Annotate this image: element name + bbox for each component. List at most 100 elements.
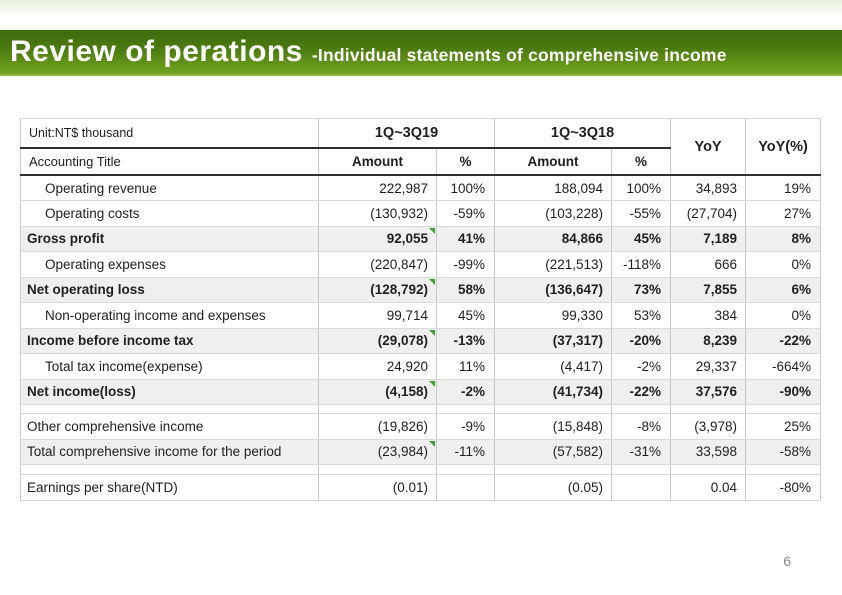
- spacer-cell: [745, 464, 822, 475]
- yoy-value: 37,576: [670, 378, 747, 405]
- pct-1q3q19: 45%: [435, 302, 496, 329]
- pct-1q3q18: 73%: [611, 276, 672, 303]
- yoy-pct-value: -80%: [745, 474, 822, 501]
- yoy-pct-header: YoY(%): [745, 118, 822, 176]
- pct-header-1q3q19: %: [435, 147, 496, 176]
- pct-1q3q19: 58%: [435, 276, 496, 303]
- amount-1q3q18: (221,513): [494, 251, 613, 278]
- table-row: Other comprehensive income (19,826) -9% (15…: [20, 413, 822, 440]
- amount-1q3q19: (29,078): [318, 327, 437, 354]
- table-row: Earnings per share(NTD) (0.01) (0.05) 0.04-…: [20, 474, 822, 501]
- yoy-pct-value: -664%: [745, 353, 822, 380]
- pct-1q3q19: -99%: [435, 251, 496, 278]
- pct-1q3q19: -2%: [435, 378, 496, 405]
- yoy-pct-value: 19%: [745, 174, 822, 201]
- pct-1q3q18: 100%: [611, 174, 672, 201]
- spacer-cell: [20, 464, 319, 475]
- pct-1q3q18: -31%: [611, 438, 672, 465]
- spacer-cell: [494, 464, 613, 475]
- amount-header-1q3q19: Amount: [318, 147, 437, 176]
- amount-1q3q19: (220,847): [318, 251, 437, 278]
- yoy-value: 666: [670, 251, 747, 278]
- row-label: Non-operating income and expenses: [20, 302, 319, 329]
- row-label: Total comprehensive income for the perio…: [20, 438, 319, 465]
- page-number: 6: [783, 553, 791, 569]
- table-body: Operating revenue 222,987 100% 188,094 100% 3…: [20, 174, 822, 501]
- pct-1q3q18: -22%: [611, 378, 672, 405]
- amount-1q3q19: (128,792): [318, 276, 437, 303]
- spacer-cell: [494, 404, 613, 414]
- amount-1q3q19: (0.01): [318, 474, 437, 501]
- amount-1q3q18: (37,317): [494, 327, 613, 354]
- spacer-cell: [435, 464, 496, 475]
- spacer-cell: [745, 404, 822, 414]
- spacer-cell: [670, 404, 747, 414]
- header-row-periods: Unit:NT$ thousand 1Q~3Q19 1Q~3Q18 YoY Yo…: [20, 118, 822, 176]
- yoy-value: 33,598: [670, 438, 747, 465]
- pct-1q3q18: -118%: [611, 251, 672, 278]
- spacer-cell: [670, 464, 747, 475]
- row-label: Operating revenue: [20, 174, 319, 201]
- table-row: Non-operating income and expenses 99,714 4…: [20, 302, 822, 329]
- amount-1q3q18: 99,330: [494, 302, 613, 329]
- unit-label: Unit:NT$ thousand: [20, 118, 319, 149]
- slide-top-tint: [0, 0, 842, 16]
- amount-1q3q18: (103,228): [494, 200, 613, 227]
- yoy-pct-value: 27%: [745, 200, 822, 227]
- amount-1q3q19: 99,714: [318, 302, 437, 329]
- spacer-cell: [435, 404, 496, 414]
- amount-1q3q18: (4,417): [494, 353, 613, 380]
- row-label: Other comprehensive income: [20, 413, 319, 440]
- yoy-pct-value: 6%: [745, 276, 822, 303]
- yoy-pct-value: -22%: [745, 327, 822, 354]
- row-label: Gross profit: [20, 225, 319, 252]
- pct-1q3q19: -11%: [435, 438, 496, 465]
- amount-1q3q19: 222,987: [318, 174, 437, 201]
- title-bar: Review of perations -Individual statemen…: [0, 30, 842, 76]
- amount-1q3q19: (130,932): [318, 200, 437, 227]
- spacer-row: [20, 464, 822, 475]
- spacer-cell: [611, 404, 672, 414]
- pct-header-1q3q18: %: [611, 147, 672, 176]
- row-label: Operating expenses: [20, 251, 319, 278]
- page-subtitle: -Individual statements of comprehensive …: [311, 45, 727, 65]
- row-label: Net operating loss: [20, 276, 319, 303]
- spacer-row: [20, 404, 822, 414]
- row-label: Net income(loss): [20, 378, 319, 405]
- pct-1q3q19: 100%: [435, 174, 496, 201]
- yoy-value: (3,978): [670, 413, 747, 440]
- table-row: Total comprehensive income for the perio…: [20, 438, 822, 465]
- table-row: Income before income tax (29,078) -13% (37,…: [20, 327, 822, 354]
- yoy-value: (27,704): [670, 200, 747, 227]
- pct-1q3q19: 11%: [435, 353, 496, 380]
- amount-1q3q19: 92,055: [318, 225, 437, 252]
- pct-1q3q18: [611, 474, 672, 501]
- yoy-pct-value: -90%: [745, 378, 822, 405]
- header-row-columns: Accounting Title Amount % Amount %: [20, 147, 821, 176]
- pct-1q3q19: 41%: [435, 225, 496, 252]
- table-row: Operating revenue 222,987 100% 188,094 100% 3…: [20, 174, 822, 201]
- pct-1q3q18: -55%: [611, 200, 672, 227]
- yoy-value: 7,855: [670, 276, 747, 303]
- pct-1q3q19: -9%: [435, 413, 496, 440]
- table-row: Net operating loss (128,792) 58% (136,647) 7…: [20, 276, 822, 303]
- pct-1q3q18: 45%: [611, 225, 672, 252]
- yoy-value: 7,189: [670, 225, 747, 252]
- row-label: Income before income tax: [20, 327, 319, 354]
- yoy-pct-value: 25%: [745, 413, 822, 440]
- pct-1q3q19: -13%: [435, 327, 496, 354]
- spacer-cell: [611, 464, 672, 475]
- pct-1q3q19: -59%: [435, 200, 496, 227]
- pct-1q3q18: -20%: [611, 327, 672, 354]
- spacer-cell: [318, 404, 437, 414]
- table-row: Gross profit 92,055 41% 84,866 45% 7,189 8%: [20, 225, 822, 252]
- yoy-pct-value: -58%: [745, 438, 822, 465]
- row-label: Earnings per share(NTD): [20, 474, 319, 501]
- amount-1q3q18: (57,582): [494, 438, 613, 465]
- amount-header-1q3q18: Amount: [494, 147, 613, 176]
- amount-1q3q18: 84,866: [494, 225, 613, 252]
- amount-1q3q19: (23,984): [318, 438, 437, 465]
- amount-1q3q19: 24,920: [318, 353, 437, 380]
- pct-1q3q18: 53%: [611, 302, 672, 329]
- amount-1q3q18: (0.05): [494, 474, 613, 501]
